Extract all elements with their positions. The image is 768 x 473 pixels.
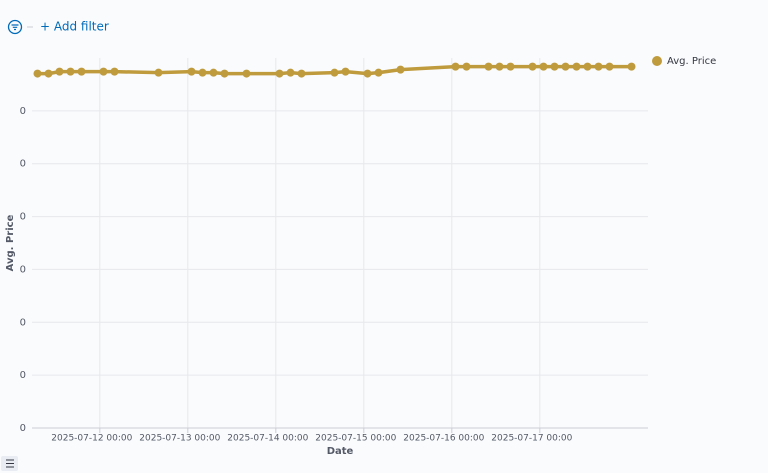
- y-tick-label: 0: [20, 370, 26, 381]
- point: [484, 62, 493, 71]
- point: [66, 67, 75, 76]
- point: [330, 68, 339, 77]
- x-tick-label: 2025-07-16 00:00: [403, 434, 484, 444]
- add-filter[interactable]: + Add filter: [40, 20, 109, 34]
- point: [451, 62, 460, 71]
- legend-swatch: [652, 56, 662, 66]
- point: [583, 62, 592, 71]
- point: [33, 69, 42, 78]
- point: [561, 62, 570, 71]
- point: [297, 69, 306, 78]
- x-tick-label: 2025-07-14 00:00: [227, 434, 308, 444]
- point: [110, 67, 119, 76]
- x-tick-label: 2025-07-17 00:00: [491, 434, 572, 444]
- y-tick-label: 0: [20, 317, 26, 328]
- point: [462, 62, 471, 71]
- y-tick-label: 0: [20, 106, 26, 117]
- point: [220, 69, 229, 78]
- point: [44, 69, 53, 78]
- x-tick-label: 2025-07-12 00:00: [51, 434, 132, 444]
- point: [286, 68, 295, 77]
- point: [495, 62, 504, 71]
- filter-button[interactable]: [7, 19, 23, 35]
- point: [506, 62, 515, 71]
- y-tick-label: 0: [20, 264, 26, 275]
- x-tick-label: 2025-07-15 00:00: [315, 434, 396, 444]
- point: [242, 69, 251, 78]
- point: [594, 62, 603, 71]
- x-tick-label: 2025-07-13 00:00: [139, 434, 220, 444]
- point: [275, 69, 284, 78]
- y-tick-label: 0: [20, 159, 26, 170]
- point: [198, 68, 207, 77]
- point: [572, 62, 581, 71]
- point: [374, 68, 383, 77]
- point: [209, 68, 218, 77]
- point: [396, 65, 405, 74]
- y-axis-title: Avg. Price: [5, 214, 16, 271]
- filter-lines: [11, 24, 19, 31]
- point: [363, 69, 372, 78]
- y-tick-label: 0: [20, 423, 26, 434]
- point: [99, 67, 108, 76]
- legend-toggle[interactable]: [1, 456, 18, 471]
- point: [539, 62, 548, 71]
- point: [55, 67, 64, 76]
- point: [154, 68, 163, 77]
- filter-icon: [7, 19, 23, 35]
- point: [341, 67, 350, 76]
- y-tick-label: 0: [20, 212, 26, 223]
- point: [77, 67, 86, 76]
- point: [627, 62, 636, 71]
- point: [605, 62, 614, 71]
- legend-toggle-icon: [6, 459, 14, 468]
- point: [528, 62, 537, 71]
- x-axis-title: Date: [327, 446, 354, 457]
- legend-label: Avg. Price: [667, 56, 716, 67]
- point: [187, 67, 196, 76]
- point: [550, 62, 559, 71]
